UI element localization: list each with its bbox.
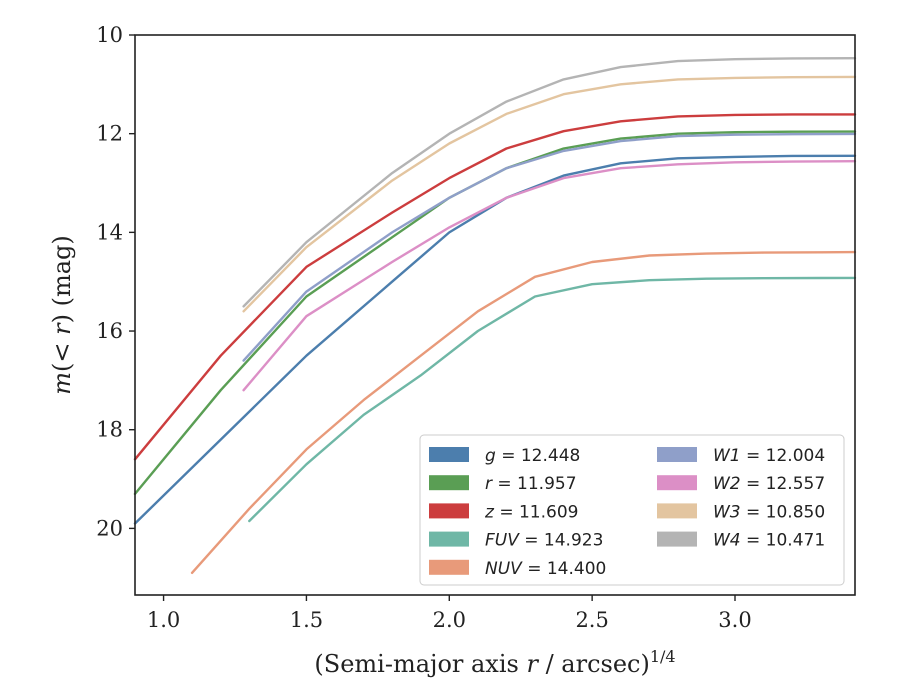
y-tick-label: 12 [96,122,123,146]
series-line-z [133,113,857,461]
series-line-w4 [242,57,857,308]
x-tick-label: 1.0 [147,608,180,632]
x-tick-label: 1.5 [290,608,323,632]
legend-swatch-w1 [657,447,697,462]
series-line-w2 [242,159,857,392]
y-axis-label: m(< r) (mag) [48,235,76,395]
legend-label-g: g = 12.448 [485,446,580,466]
legend-label-w1: W1 = 12.004 [713,446,825,466]
legend-label-fuv: FUV = 14.923 [485,531,603,551]
legend-swatch-w2 [657,475,697,491]
legend-label-w4: W4 = 10.471 [713,531,825,551]
legend: g = 12.448 r = 11.957 z = 11.609 FUV = 14.9… [419,434,845,586]
legend-box [419,434,845,586]
y-axis: 10 12 14 16 18 20 [96,23,135,540]
legend-swatch-r [429,475,469,491]
legend-label-nuv: NUV = 14.400 [485,559,606,579]
series-line-fuv [248,276,857,523]
plot-frame [134,34,856,596]
legend-label-z: z = 11.609 [484,502,578,522]
y-tick-label: 18 [96,418,123,442]
x-axis: 1.0 1.5 2.0 2.5 3.0 [147,595,752,632]
legend-label-w2: W2 = 12.557 [713,474,825,494]
legend-label-w3: W3 = 10.850 [713,502,825,522]
series-layer [133,57,857,574]
series-line-nuv [190,250,857,574]
legend-swatch-g [429,447,469,462]
x-axis-label: (Semi-major axis r / arcsec)1/4 [314,647,675,678]
y-tick-label: 20 [96,516,123,540]
legend-swatch-w4 [657,531,697,547]
series-line-w3 [242,75,857,313]
series-line-w1 [242,132,857,362]
x-tick-label: 2.0 [433,608,466,632]
legend-swatch-w3 [657,503,697,519]
legend-swatch-nuv [429,559,469,575]
y-tick-label: 14 [96,220,123,244]
y-tick-label: 16 [96,319,123,343]
legend-label-r: r = 11.957 [485,474,577,494]
legend-swatch-z [429,503,469,519]
x-tick-label: 2.5 [575,608,608,632]
y-tick-label: 10 [96,23,123,47]
legend-swatch-fuv [429,531,469,547]
x-tick-label: 3.0 [718,608,751,632]
